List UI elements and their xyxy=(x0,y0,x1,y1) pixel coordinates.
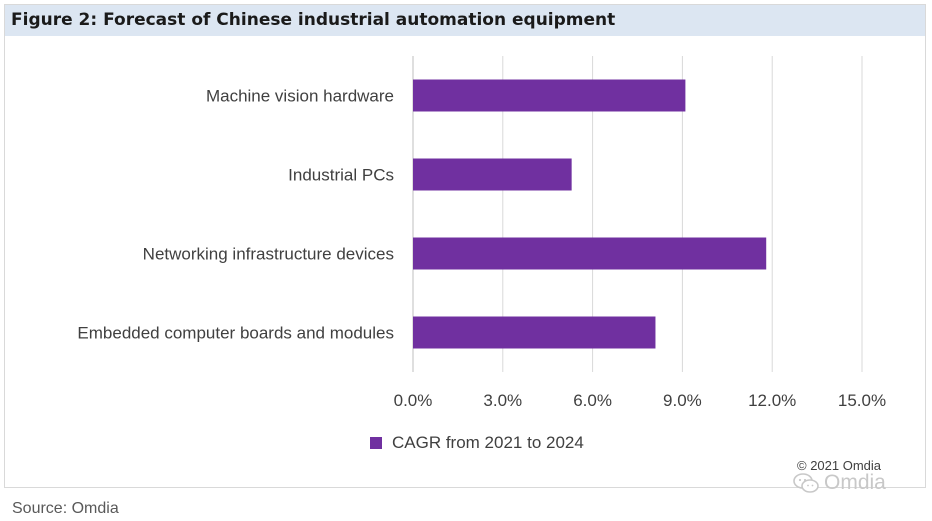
category-label: Industrial PCs xyxy=(288,166,394,185)
copyright-text: © 2021 Omdia xyxy=(797,458,882,473)
legend-label: CAGR from 2021 to 2024 xyxy=(392,433,584,452)
chart-title: Figure 2: Forecast of Chinese industrial… xyxy=(11,10,616,30)
x-tick-label: 15.0% xyxy=(838,391,886,410)
category-label: Networking infrastructure devices xyxy=(143,245,394,264)
category-label: Embedded computer boards and modules xyxy=(77,324,394,343)
title-bar: Figure 2: Forecast of Chinese industrial… xyxy=(5,5,925,36)
x-tick-label: 3.0% xyxy=(483,391,522,410)
x-tick-label: 9.0% xyxy=(663,391,702,410)
wechat-icon xyxy=(793,473,819,493)
x-tick-label: 6.0% xyxy=(573,391,612,410)
category-label: Machine vision hardware xyxy=(206,87,394,106)
x-tick-label: 12.0% xyxy=(748,391,796,410)
bar xyxy=(413,79,686,112)
bar xyxy=(413,237,767,270)
watermark: Omdia xyxy=(792,471,886,495)
bar xyxy=(413,316,656,349)
watermark-label: Omdia xyxy=(824,471,886,494)
legend: CAGR from 2021 to 2024 xyxy=(370,431,584,455)
bar xyxy=(413,158,572,191)
x-tick-label: 0.0% xyxy=(394,391,433,410)
source-note: Source: Omdia xyxy=(12,500,119,517)
legend-swatch xyxy=(370,437,382,449)
